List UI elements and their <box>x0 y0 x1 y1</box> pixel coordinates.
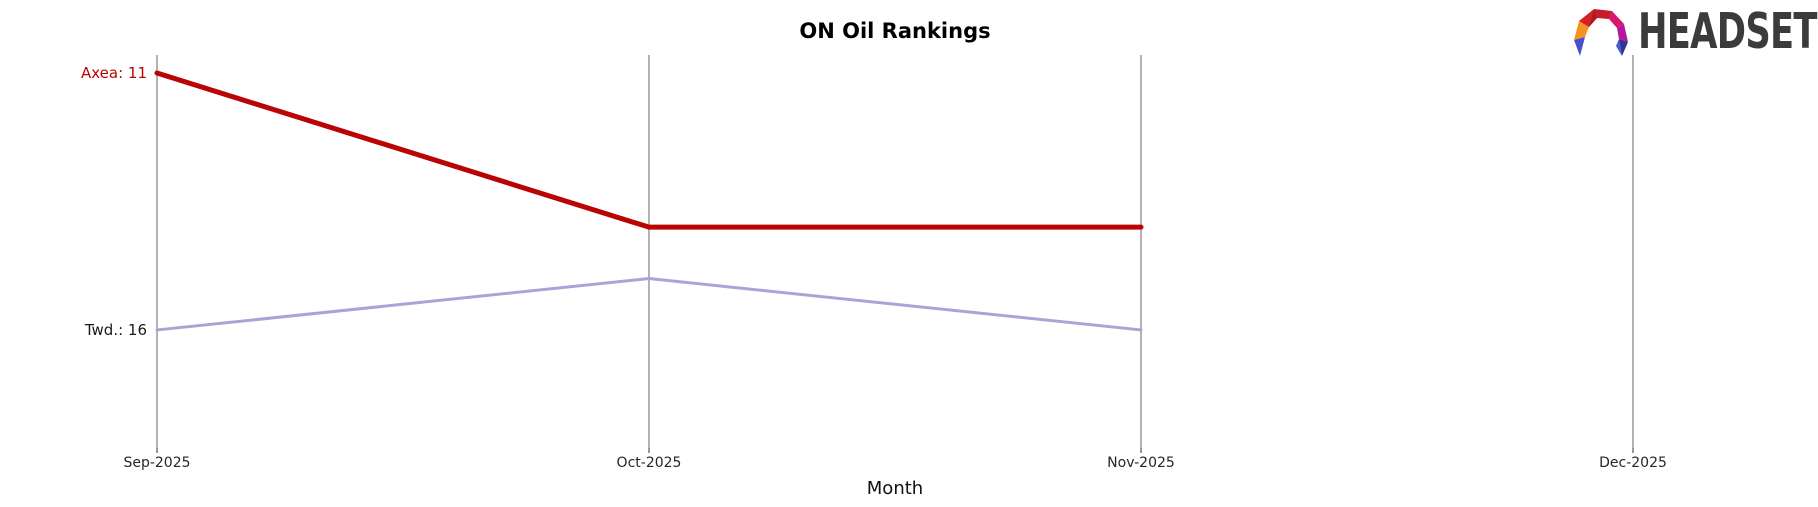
series-label-twd: Twd.: 16 <box>84 320 147 339</box>
x-tick-label-dec-2025: Dec-2025 <box>1599 455 1667 471</box>
x-tick-label-sep-2025: Sep-2025 <box>123 455 191 471</box>
x-tick-label-nov-2025: Nov-2025 <box>1107 455 1175 471</box>
headset-logo: HEADSET <box>1572 3 1817 61</box>
headset-logo-text: HEADSET <box>1638 2 1817 60</box>
chart-title: ON Oil Rankings <box>799 19 991 43</box>
x-tick-label-oct-2025: Oct-2025 <box>616 455 682 471</box>
x-axis-label: Month <box>866 478 924 499</box>
series-label-axea: Axea: 11 <box>80 63 147 82</box>
headset-logo-icon <box>1574 9 1628 56</box>
headset-logo-text-wrap: HEADSET <box>1638 3 1817 60</box>
